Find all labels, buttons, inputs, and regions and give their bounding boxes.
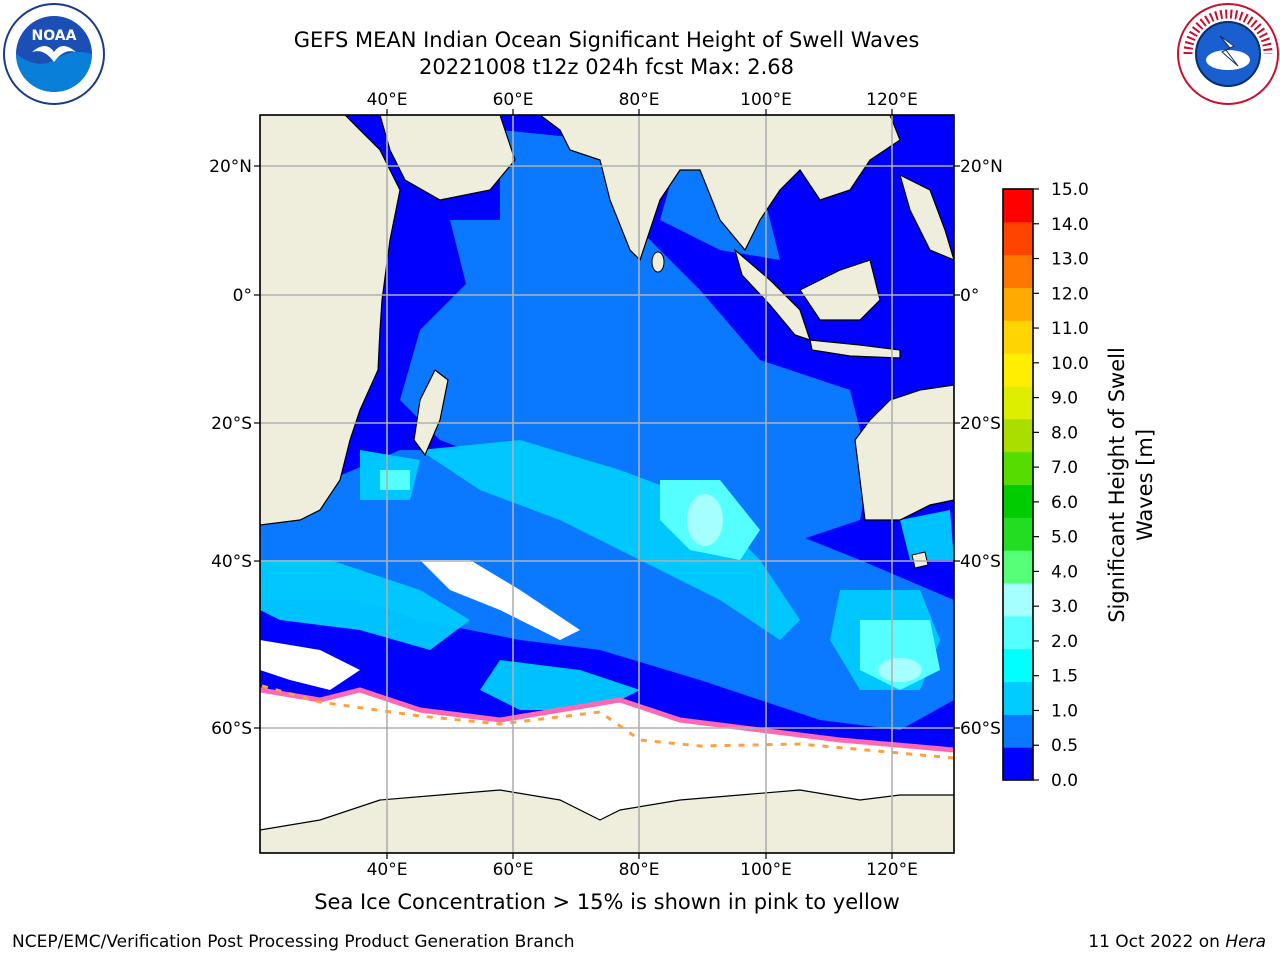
lat-label-left: 0°: [233, 286, 252, 306]
lat-label-left: 40°S: [211, 552, 252, 572]
footer-machine: Hera: [1225, 932, 1266, 952]
colorbar-bin: [1003, 484, 1033, 518]
colorbar-bin: [1003, 254, 1033, 288]
lon-label-bottom: 80°E: [619, 860, 660, 880]
colorbar-tick-label: 1.5: [1051, 667, 1078, 687]
footer-date-text: 11 Oct 2022 on: [1088, 932, 1226, 952]
colorbar-tick-label: 5.0: [1051, 528, 1078, 548]
colorbar-tick-label: 9.0: [1051, 389, 1078, 409]
colorbar-bin: [1003, 320, 1033, 354]
gridlines: [260, 115, 954, 853]
colorbar-label: Significant Height of Swell: [1105, 347, 1129, 623]
lat-label-right: 0°: [960, 286, 979, 306]
lon-label-top: 40°E: [367, 90, 408, 110]
colorbar-tick-label: 11.0: [1051, 319, 1089, 339]
colorbar-tick-label: 14.0: [1051, 215, 1089, 235]
land-java: [809, 339, 901, 359]
colorbar-bin: [1003, 517, 1033, 551]
land-arabia: [379, 115, 516, 201]
nws-logo-icon: [1176, 2, 1280, 106]
lon-label-top: 80°E: [619, 90, 660, 110]
colorbar-tick-label: 10.0: [1051, 354, 1089, 374]
lat-label-left: 60°S: [211, 719, 252, 739]
colorbar-tick-label: 13.0: [1051, 250, 1089, 270]
lon-label-bottom: 60°E: [493, 860, 534, 880]
sea-ice-edge: [260, 687, 954, 753]
colorbar-bin: [1003, 386, 1033, 420]
colorbar-bin: [1003, 583, 1033, 617]
lon-label-top: 60°E: [493, 90, 534, 110]
colorbar-tick-label: 12.0: [1051, 284, 1089, 304]
lon-label-bottom: 120°E: [866, 860, 918, 880]
lon-label-bottom: 40°E: [367, 860, 408, 880]
colorbar-bin: [1003, 287, 1033, 321]
lat-label-right: 20°S: [960, 414, 1001, 434]
colorbar-bin: [1003, 747, 1033, 781]
land-antarctica: [260, 789, 954, 853]
land-madagascar: [413, 369, 449, 457]
colorbar-tick-label: 1.0: [1051, 701, 1078, 721]
colorbar-tick-label: 6.0: [1051, 493, 1078, 513]
noaa-logo-icon: NOAA: [2, 2, 106, 106]
chart-title: GEFS MEAN Indian Ocean Significant Heigh…: [293, 28, 920, 52]
colorbar-bin: [1003, 681, 1033, 715]
lat-label-right: 60°S: [960, 719, 1001, 739]
lat-label-left: 20°N: [209, 157, 252, 177]
lat-label-left: 20°S: [211, 414, 252, 434]
chart-subtitle: 20221008 t12z 024h fcst Max: 2.68: [419, 55, 794, 79]
colorbar-bin: [1003, 714, 1033, 748]
lon-label-bottom: 100°E: [740, 860, 792, 880]
colorbar-bin: [1003, 615, 1033, 650]
land-australia: [854, 384, 954, 521]
land-borneo: [799, 259, 881, 321]
footer-date: 11 Oct 2022 on Hera: [1088, 932, 1266, 952]
colorbar-bin: [1003, 550, 1033, 584]
colorbar: [1003, 189, 1033, 781]
colorbar-tick-label: 15.0: [1051, 180, 1089, 200]
colorbar-label: Waves [m]: [1133, 429, 1157, 541]
footer-credit: NCEP/EMC/Verification Post Processing Pr…: [12, 932, 575, 952]
colorbar-tick-label: 8.0: [1051, 423, 1078, 443]
map-frame: [259, 114, 955, 854]
lon-label-top: 100°E: [740, 90, 792, 110]
land-asia: [539, 115, 901, 262]
svg-text:NOAA: NOAA: [32, 28, 77, 44]
colorbar-tick-label: 7.0: [1051, 458, 1078, 478]
colorbar-bin: [1003, 221, 1033, 256]
colorbar-tick-label: 3.0: [1051, 597, 1078, 617]
colorbar-tick-label: 4.0: [1051, 562, 1078, 582]
colorbar-tick-label: 0.5: [1051, 736, 1078, 756]
lat-label-right: 20°N: [960, 157, 1003, 177]
colorbar-tick-label: 0.0: [1051, 771, 1078, 791]
colorbar-frame: [1002, 188, 1034, 781]
land-philippines: [899, 173, 954, 261]
lat-label-right: 40°S: [960, 552, 1001, 572]
colorbar-bin: [1003, 353, 1033, 387]
colorbar-bin: [1003, 189, 1033, 223]
caption: Sea Ice Concentration > 15% is shown in …: [314, 890, 900, 914]
lon-label-top: 120°E: [866, 90, 918, 110]
colorbar-tick-label: 2.0: [1051, 632, 1078, 652]
colorbar-bin: [1003, 418, 1033, 453]
colorbar-bin: [1003, 648, 1033, 682]
swell-field-mid: [260, 440, 954, 710]
colorbar-bin: [1003, 451, 1033, 485]
